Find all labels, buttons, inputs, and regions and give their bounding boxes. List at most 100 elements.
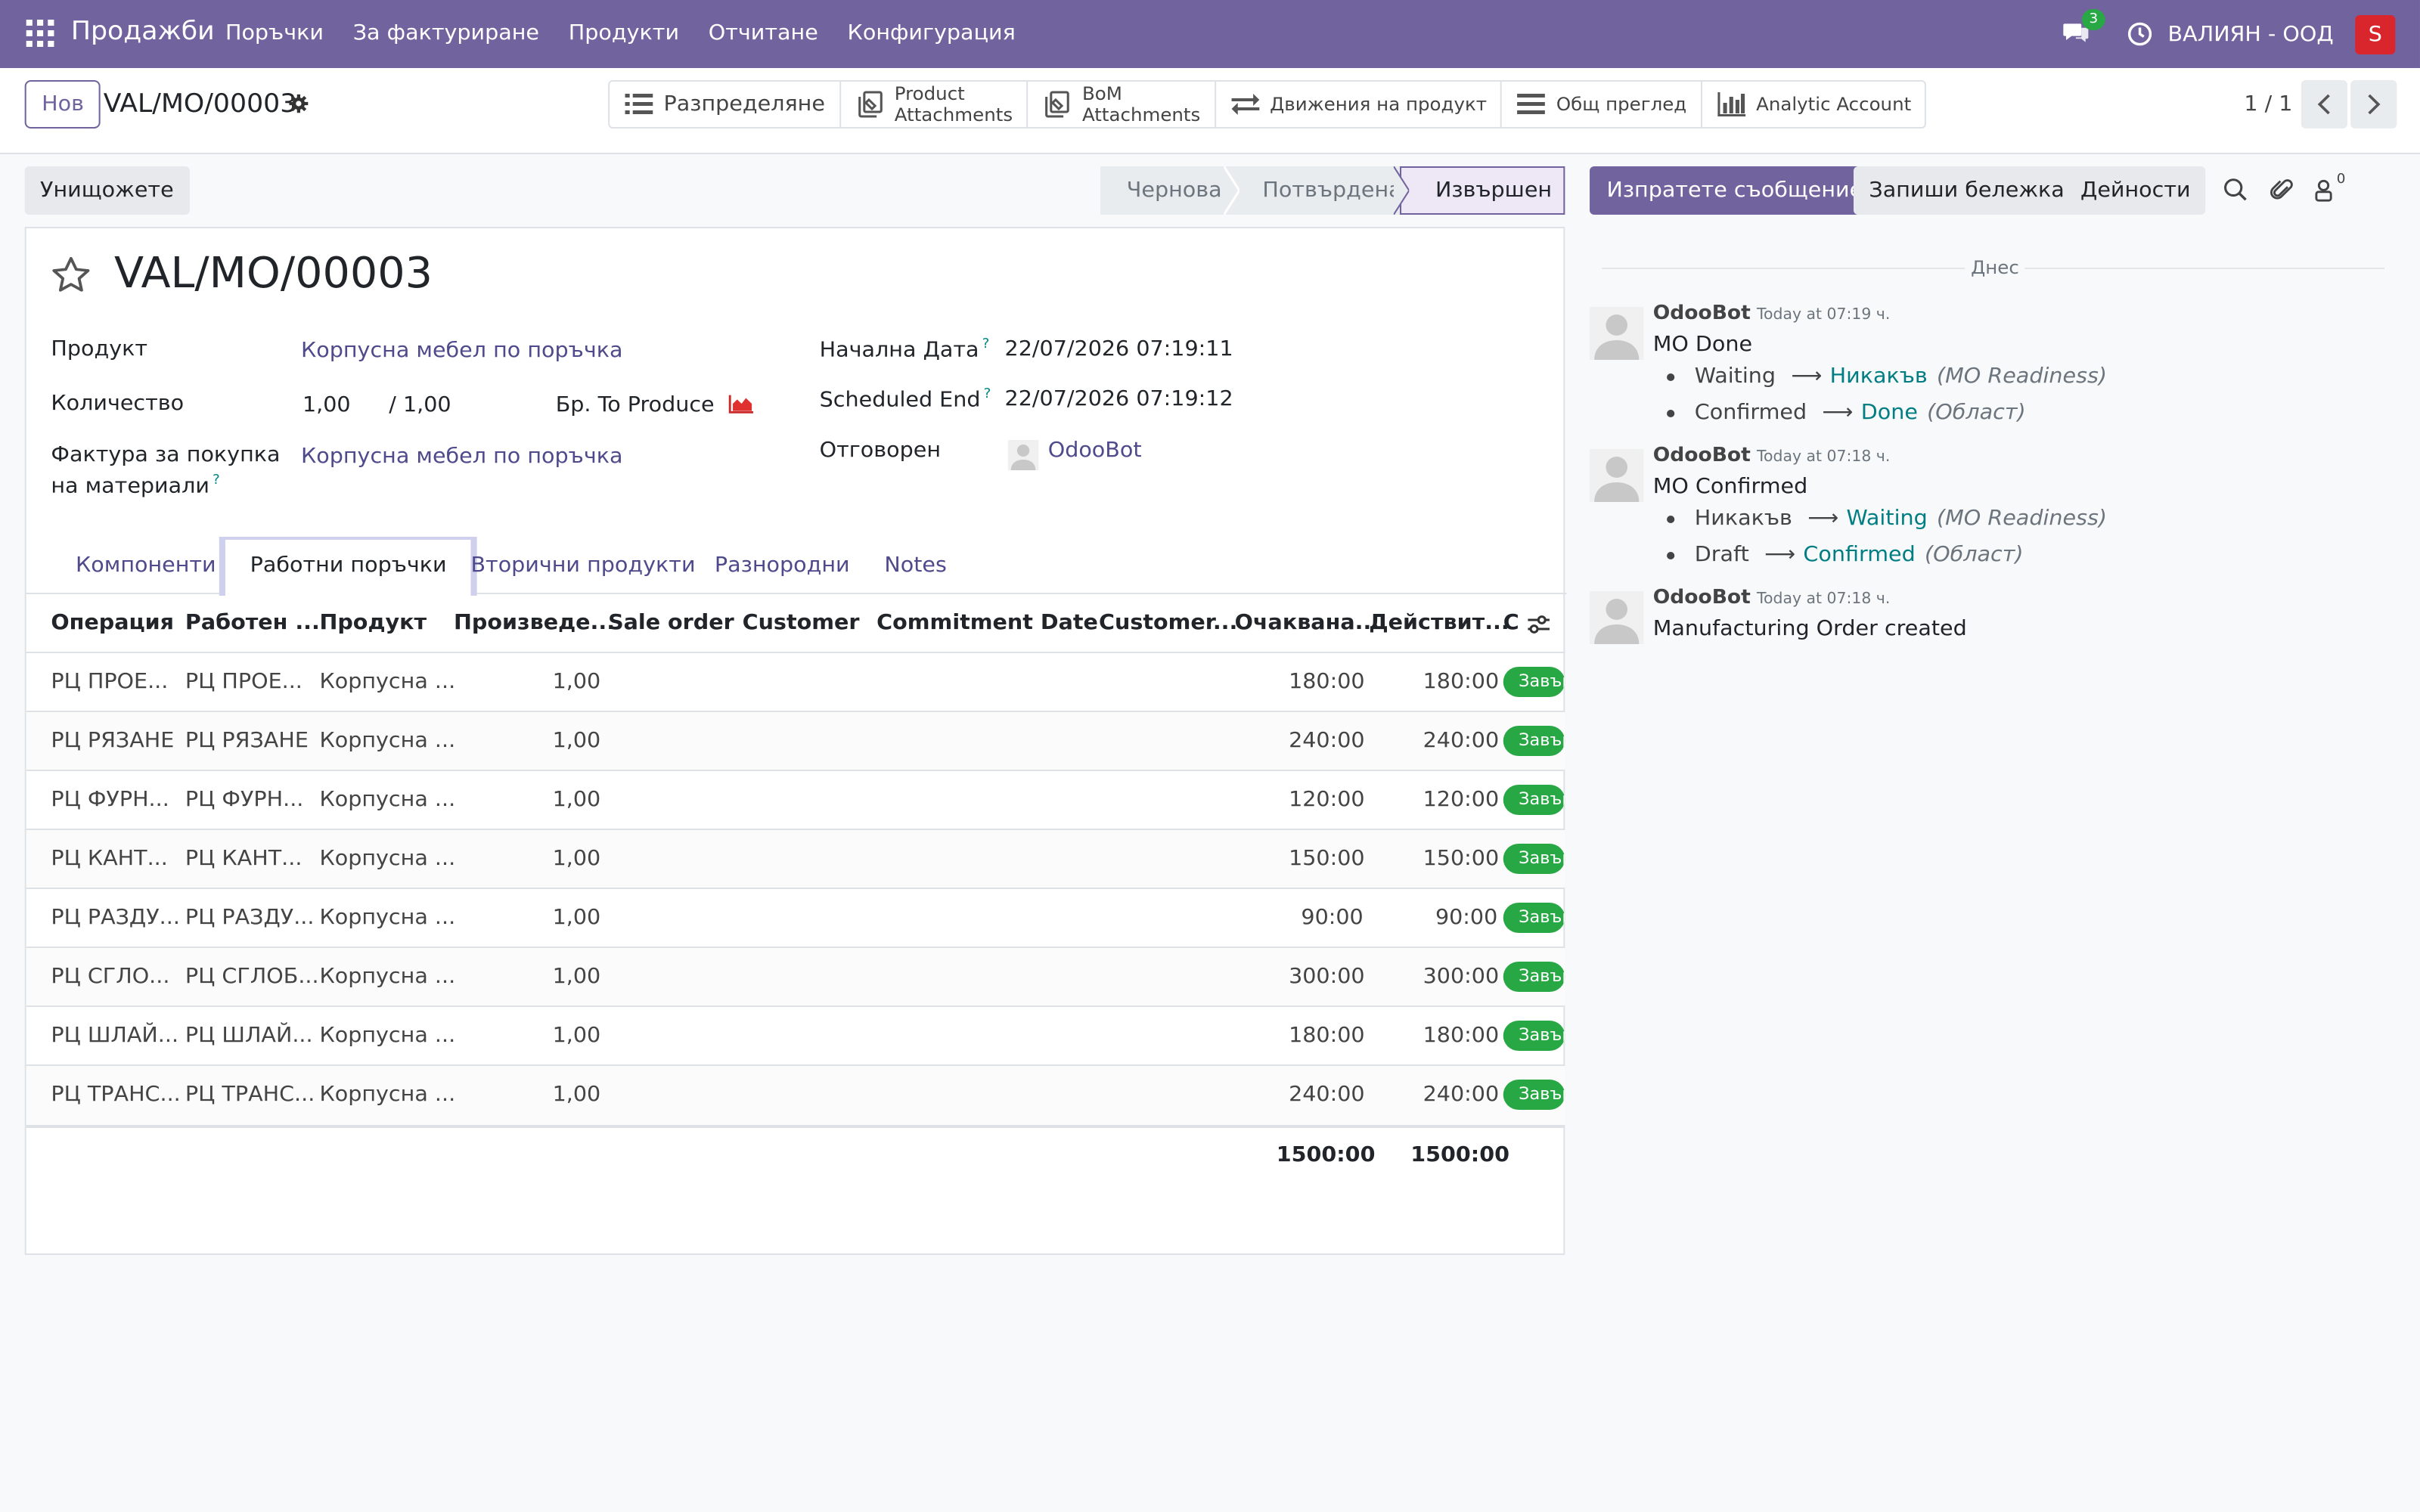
smart-button-overview[interactable]: Общ преглед [1502,82,1702,127]
tab-byproducts[interactable]: Вторични продукти [470,553,696,578]
avatar[interactable] [1590,307,1644,360]
date-separator: Днес [1602,254,2385,284]
table-row[interactable]: РЦ РАЗДУ... РЦ РАЗДУ... Корпусна ... 1,0… [26,889,1565,948]
column-produced[interactable]: Произведе... [453,611,616,635]
smart-button-product-moves[interactable]: Движения на продукт [1216,82,1503,127]
cell-operation: РЦ СГЛО... [51,965,170,989]
tab-notes[interactable]: Notes [884,553,947,578]
new-button[interactable]: Нов [24,80,101,129]
menu-item-reporting[interactable]: Отчитане [708,21,818,45]
send-message-button[interactable]: Изпратете съобщение [1590,166,1880,215]
cell-workcenter: РЦ ПРОЕ... [185,670,302,694]
tab-components[interactable]: Компоненти [75,553,216,578]
cell-real: 300:00 [1423,965,1500,989]
column-customer[interactable]: Customer [742,611,860,635]
gear-icon[interactable] [289,94,309,113]
paperclip-icon[interactable] [2269,177,2295,203]
smart-button-product-attachments[interactable]: Product Attachments [840,82,1028,127]
company-switcher[interactable]: ВАЛИЯН - ООД [2167,22,2334,46]
column-status[interactable]: С [1503,611,1519,635]
menu-item-orders[interactable]: Поръчки [225,21,324,45]
follower-icon[interactable] [2312,177,2338,203]
cell-product: Корпусна ... [319,1024,456,1048]
star-icon[interactable] [49,254,92,296]
start-date-field[interactable]: 22/07/2026 07:19:11 [1004,337,1233,361]
tab-work-orders[interactable]: Работни поръчки [219,537,478,596]
author-name[interactable]: OdooBot [1652,587,1751,609]
tracking-value: Confirmed ⟶ Done (Област) [1667,401,2026,425]
bom-label-2: на материали? [51,473,219,498]
smart-button-analytic-account[interactable]: Analytic Account [1702,82,1925,127]
tab-miscellaneous[interactable]: Разнородни [714,553,850,578]
author-name[interactable]: OdooBot [1652,302,1751,325]
area-chart-icon[interactable] [728,393,755,414]
smart-button-allocation[interactable]: Разпределяне [610,82,841,127]
table-row[interactable]: РЦ ШЛАЙ... РЦ ШЛАЙ... Корпусна ... 1,00 … [26,1007,1565,1066]
column-operation[interactable]: Операция [51,611,175,635]
cell-expected: 240:00 [1289,729,1365,753]
status-step-draft[interactable]: Чернова [1100,166,1230,215]
table-row[interactable]: РЦ РЯЗАНЕ РЦ РЯЗАНЕ Корпусна ... 1,00 24… [26,712,1565,771]
responsible-field[interactable]: OdooBot [1047,438,1142,463]
menu-item-products[interactable]: Продукти [568,21,680,45]
column-workcenter[interactable]: Работен ... [185,611,320,635]
smart-button-label: Движения на продукт [1270,94,1488,115]
cell-product: Корпусна ... [319,906,456,930]
menu-item-to-invoice[interactable]: За фактуриране [352,21,540,45]
author-name[interactable]: OdooBot [1652,445,1751,467]
pager-next-button[interactable] [2350,80,2397,129]
column-expected-duration[interactable]: Очаквана... [1234,611,1380,635]
table-row[interactable]: РЦ ПРОЕ... РЦ ПРОЕ... Корпусна ... 1,00 … [26,653,1565,712]
pager-previous-button[interactable] [2301,80,2348,129]
cell-product: Корпусна ... [319,729,456,753]
cell-real: 180:00 [1423,670,1500,694]
cell-real: 240:00 [1423,1083,1500,1107]
tracking-value: Draft ⟶ Confirmed (Област) [1667,543,2024,567]
log-note-button[interactable]: Запиши бележка [1854,166,2080,215]
table-row[interactable]: РЦ ТРАНС... РЦ ТРАНС... Корпусна ... 1,0… [26,1066,1565,1125]
apps-menu-icon[interactable] [26,20,54,47]
followers-count: 0 [2336,172,2346,187]
message-author: OdooBot Today at 07:18 ч. [1653,445,1891,467]
column-customer-ref[interactable]: Customer... [1099,611,1238,635]
cell-operation: РЦ ТРАНС... [51,1083,181,1107]
avatar[interactable] [1590,449,1644,502]
help-icon[interactable]: ? [983,387,991,402]
product-field[interactable]: Корпусна мебел по поръчка [300,339,623,363]
search-icon[interactable] [2223,177,2249,203]
quantity-field[interactable]: 1,00 [302,393,351,417]
help-icon[interactable]: ? [982,337,990,352]
cell-workcenter: РЦ ШЛАЙ... [185,1024,313,1048]
cancel-button[interactable]: Унищожете [24,166,190,215]
app-brand[interactable]: Продажби [70,17,215,47]
chat-icon[interactable]: 3 [2062,8,2106,49]
cell-operation: РЦ РЯЗАНЕ [51,729,175,753]
avatar[interactable] [1590,591,1644,644]
help-icon[interactable]: ? [213,473,220,488]
user-avatar[interactable]: S [2355,14,2396,54]
new-value: Никакъв [1829,364,1928,389]
chevron-right-icon [2368,94,2381,115]
smart-button-bom-attachments[interactable]: BoM Attachments [1028,82,1216,127]
optional-columns-icon[interactable] [1526,612,1551,637]
uom-label: Бр. To Produce [556,393,715,417]
table-row[interactable]: РЦ ФУРН... РЦ ФУРН... Корпусна ... 1,00 … [26,771,1565,830]
table-row[interactable]: РЦ СГЛО... РЦ СГЛОБ... Корпусна ... 1,00… [26,948,1565,1007]
field-name: (MO Readiness) [1937,364,2108,389]
column-commitment-date[interactable]: Commitment Date [876,611,1098,635]
activities-button[interactable]: Дейности [2065,166,2206,215]
column-sale-order[interactable]: Sale order [608,611,734,635]
main-menu: Поръчки За фактуриране Продукти Отчитане… [225,21,1045,45]
status-step-confirmed[interactable]: Потвърдена [1230,166,1402,215]
column-real-duration[interactable]: Действит... [1369,611,1509,635]
column-product[interactable]: Продукт [319,611,427,635]
status-step-done[interactable]: Извършен [1400,166,1565,215]
pager-value[interactable]: 1 / 1 [2244,92,2293,116]
cell-qty: 1,00 [552,847,601,871]
menu-item-configuration[interactable]: Конфигурация [847,21,1016,45]
table-row[interactable]: РЦ КАНТ... РЦ КАНТ... Корпусна ... 1,00 … [26,830,1565,889]
scheduled-end-field[interactable]: 22/07/2026 07:19:12 [1004,387,1233,411]
clock-icon[interactable] [2126,21,2152,47]
bom-field[interactable]: Корпусна мебел по поръчка [300,445,623,469]
navbar-systray: 3 ВАЛИЯН - ООД S [2062,0,2396,68]
